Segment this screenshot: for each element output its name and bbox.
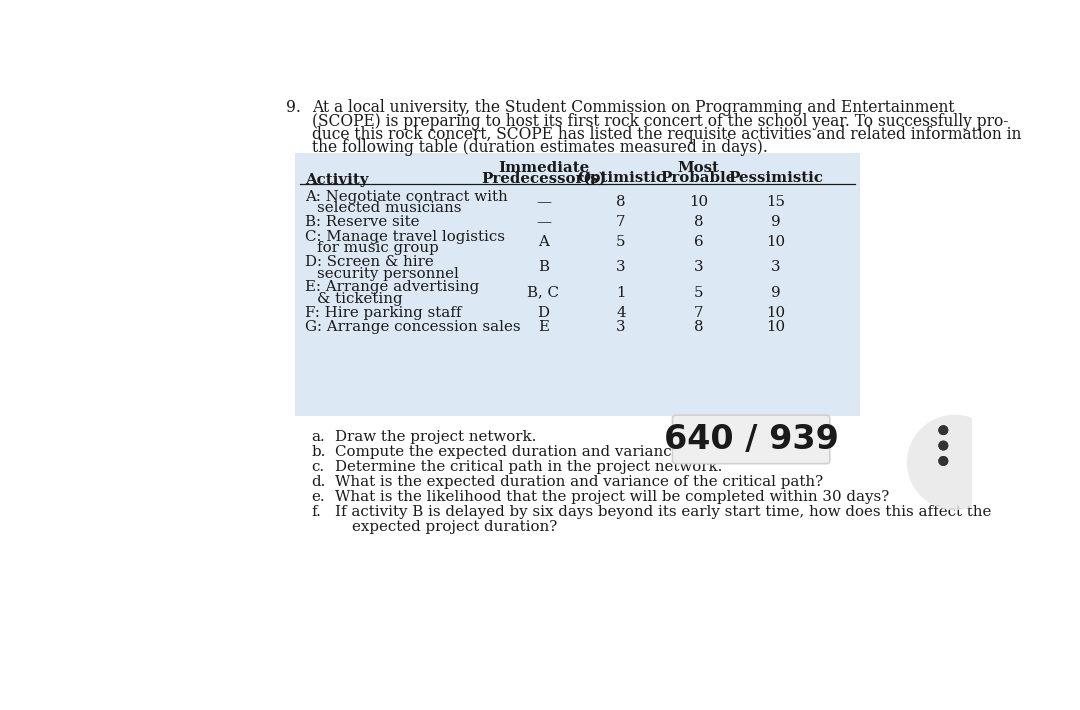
Text: A: A bbox=[538, 235, 549, 249]
Text: —: — bbox=[536, 215, 551, 229]
Text: Optimistic: Optimistic bbox=[577, 171, 665, 185]
Text: D: Screen & hire: D: Screen & hire bbox=[305, 255, 433, 269]
Text: D: D bbox=[538, 306, 550, 320]
Text: E: E bbox=[538, 320, 549, 334]
Text: 3: 3 bbox=[616, 320, 625, 334]
Text: f.: f. bbox=[312, 506, 322, 519]
Text: a.: a. bbox=[312, 430, 325, 444]
Text: 640 / 939: 640 / 939 bbox=[664, 423, 838, 456]
Text: duce this rock concert, SCOPE has listed the requisite activities and related in: duce this rock concert, SCOPE has listed… bbox=[312, 126, 1021, 143]
Text: 3: 3 bbox=[616, 261, 625, 274]
Text: the following table (duration estimates measured in days).: the following table (duration estimates … bbox=[312, 139, 768, 156]
Text: 5: 5 bbox=[693, 286, 703, 300]
Circle shape bbox=[940, 442, 947, 450]
Text: 1: 1 bbox=[617, 286, 625, 300]
Circle shape bbox=[907, 415, 1003, 510]
Text: expected project duration?: expected project duration? bbox=[352, 520, 557, 534]
Text: d.: d. bbox=[312, 475, 326, 489]
Text: F: Hire parking staff: F: Hire parking staff bbox=[305, 306, 461, 320]
Text: 5: 5 bbox=[617, 235, 625, 249]
Text: 7: 7 bbox=[617, 215, 625, 229]
Text: 9.: 9. bbox=[286, 99, 301, 116]
Text: Pessimistic: Pessimistic bbox=[728, 171, 823, 185]
Text: 8: 8 bbox=[616, 195, 625, 209]
Text: 10: 10 bbox=[689, 195, 708, 209]
Text: b.: b. bbox=[312, 445, 326, 459]
Text: for music group: for music group bbox=[318, 241, 438, 255]
Text: What is the expected duration and variance of the critical path?: What is the expected duration and varian… bbox=[335, 475, 823, 489]
Text: Activity: Activity bbox=[305, 173, 368, 187]
Text: 15: 15 bbox=[767, 195, 785, 209]
Circle shape bbox=[940, 457, 947, 465]
Text: 7: 7 bbox=[693, 306, 703, 320]
Text: B: Reserve site: B: Reserve site bbox=[305, 215, 419, 229]
Text: Determine the critical path in the project network.: Determine the critical path in the proje… bbox=[335, 460, 723, 474]
Text: c.: c. bbox=[312, 460, 325, 474]
Circle shape bbox=[940, 442, 947, 450]
Text: 3: 3 bbox=[693, 261, 703, 274]
Text: 10: 10 bbox=[767, 320, 785, 334]
Text: selected musicians: selected musicians bbox=[318, 202, 461, 215]
Text: 6: 6 bbox=[693, 235, 703, 249]
Text: Draw the project network.: Draw the project network. bbox=[335, 430, 537, 444]
Text: Most: Most bbox=[677, 160, 719, 175]
Text: e.: e. bbox=[312, 490, 325, 504]
Text: E: Arrange advertising: E: Arrange advertising bbox=[305, 280, 478, 295]
Text: security personnel: security personnel bbox=[318, 266, 459, 280]
Text: At a local university, the Student Commission on Programming and Entertainment: At a local university, the Student Commi… bbox=[312, 99, 955, 116]
Text: G: Arrange concession sales: G: Arrange concession sales bbox=[305, 320, 521, 334]
Text: C: Manage travel logistics: C: Manage travel logistics bbox=[305, 229, 504, 244]
Circle shape bbox=[940, 457, 947, 465]
Text: 9: 9 bbox=[771, 215, 781, 229]
Text: Probable: Probable bbox=[661, 171, 737, 185]
Text: B: B bbox=[538, 261, 549, 274]
FancyBboxPatch shape bbox=[673, 415, 829, 464]
Text: 10: 10 bbox=[767, 235, 785, 249]
Bar bbox=[296, 153, 860, 416]
Text: 8: 8 bbox=[693, 215, 703, 229]
Text: Immediate: Immediate bbox=[498, 160, 589, 175]
Text: B, C: B, C bbox=[527, 286, 559, 300]
Text: If activity B is delayed by six days beyond its early start time, how does this : If activity B is delayed by six days bey… bbox=[335, 506, 991, 519]
Text: (SCOPE) is preparing to host its first rock concert of the school year. To succe: (SCOPE) is preparing to host its first r… bbox=[312, 113, 1008, 129]
Text: 8: 8 bbox=[693, 320, 703, 334]
Text: —: — bbox=[536, 195, 551, 209]
Text: 9: 9 bbox=[771, 286, 781, 300]
Circle shape bbox=[940, 426, 947, 435]
Text: 3: 3 bbox=[771, 261, 781, 274]
Text: 10: 10 bbox=[767, 306, 785, 320]
Text: Compute the expected duration and variance of each acti: Compute the expected duration and varian… bbox=[335, 445, 773, 459]
Text: A: Negotiate contract with: A: Negotiate contract with bbox=[305, 190, 508, 204]
Circle shape bbox=[940, 426, 947, 435]
Text: & ticketing: & ticketing bbox=[318, 292, 403, 306]
Text: What is the likelihood that the project will be completed within 30 days?: What is the likelihood that the project … bbox=[335, 490, 889, 504]
Text: Predecessor(s): Predecessor(s) bbox=[481, 171, 606, 185]
Text: 4: 4 bbox=[616, 306, 625, 320]
